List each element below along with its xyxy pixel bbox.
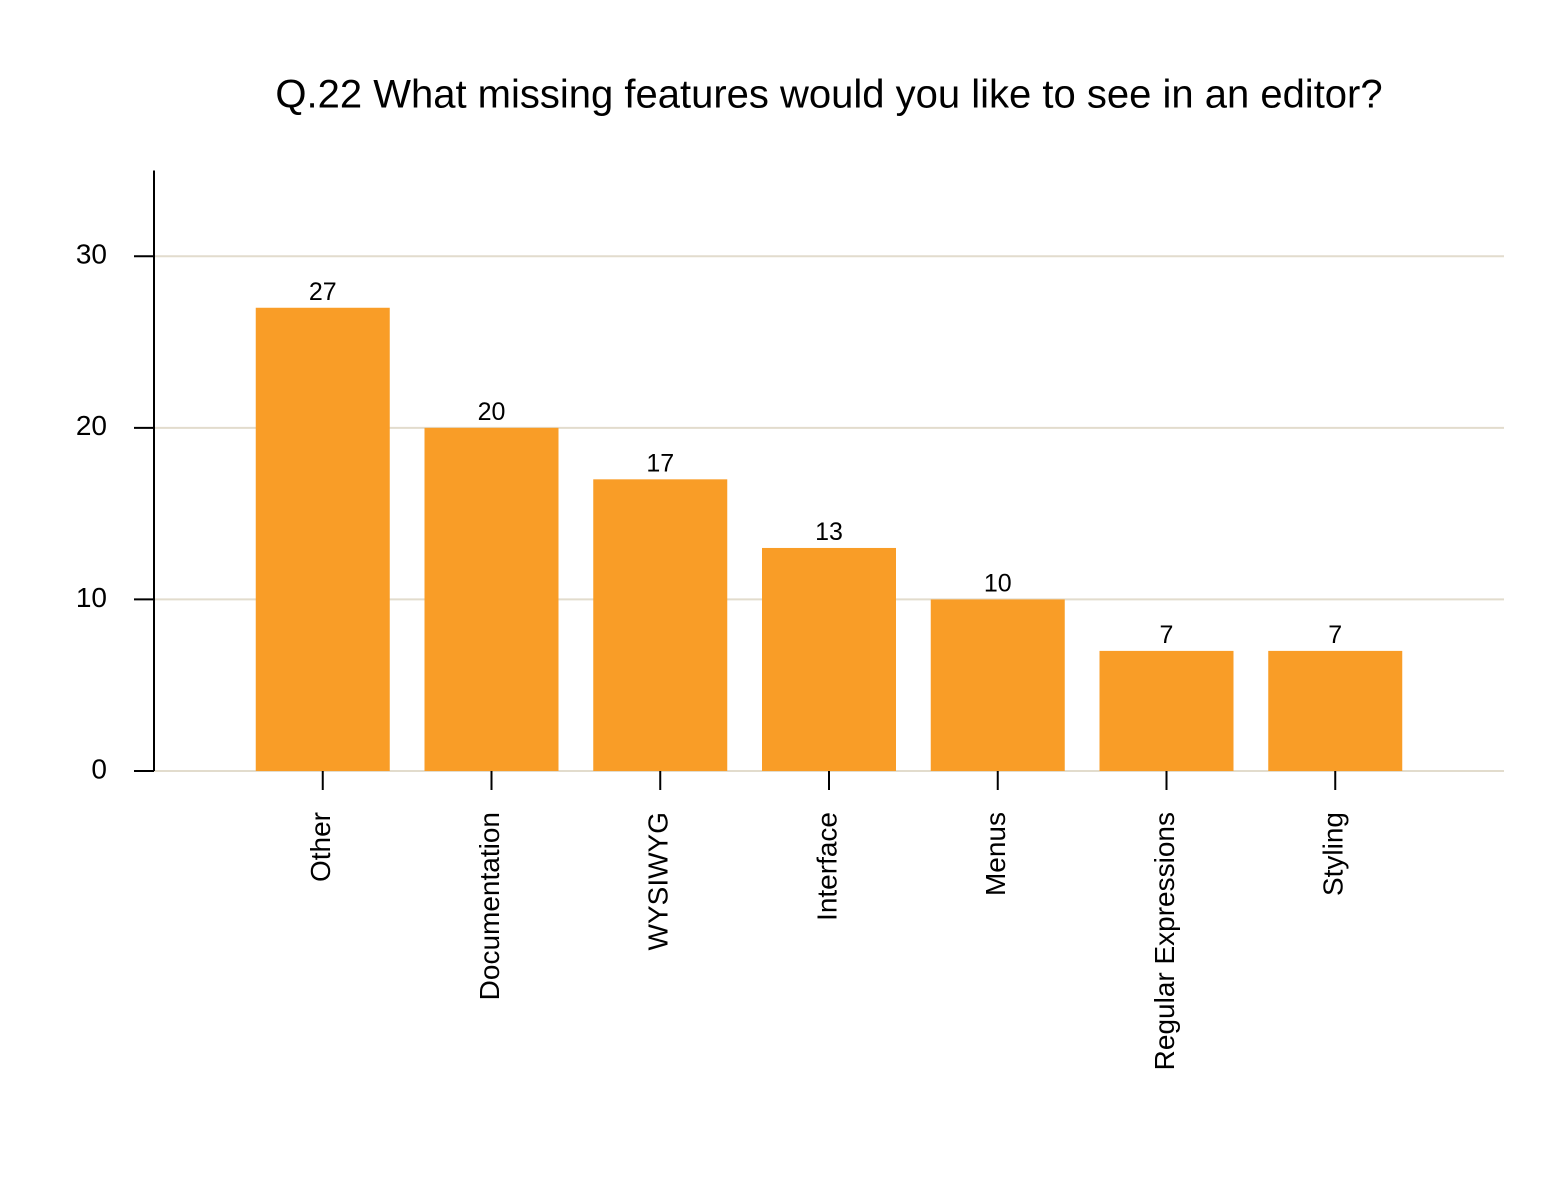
bar xyxy=(424,427,559,771)
x-tick-label: Regular Expressions xyxy=(1149,812,1180,1070)
y-tick-label: 0 xyxy=(91,753,107,784)
x-tick-label: Interface xyxy=(811,812,842,921)
bar xyxy=(255,307,390,771)
bar xyxy=(1099,650,1234,771)
value-label: 17 xyxy=(646,449,674,477)
value-label: 7 xyxy=(1328,621,1342,649)
x-tick-label: Other xyxy=(305,812,336,882)
y-tick-label: 30 xyxy=(76,239,107,270)
value-label: 13 xyxy=(815,518,843,546)
value-label: 7 xyxy=(1160,621,1174,649)
y-tick-label: 20 xyxy=(76,410,107,441)
chart-title: Q.22 What missing features would you lik… xyxy=(275,73,1382,117)
x-tick-label: Styling xyxy=(1318,812,1349,896)
bar xyxy=(593,479,728,771)
x-tick-label: Documentation xyxy=(474,812,505,1000)
value-label: 20 xyxy=(478,398,506,426)
y-tick-label: 10 xyxy=(76,582,107,613)
bar xyxy=(930,599,1065,771)
x-tick-label: WYSIWYG xyxy=(643,812,674,950)
value-label: 10 xyxy=(984,569,1012,597)
value-label: 27 xyxy=(309,278,337,306)
x-tick-label: Menus xyxy=(980,812,1011,896)
bar xyxy=(1268,650,1403,771)
bar xyxy=(762,547,896,771)
